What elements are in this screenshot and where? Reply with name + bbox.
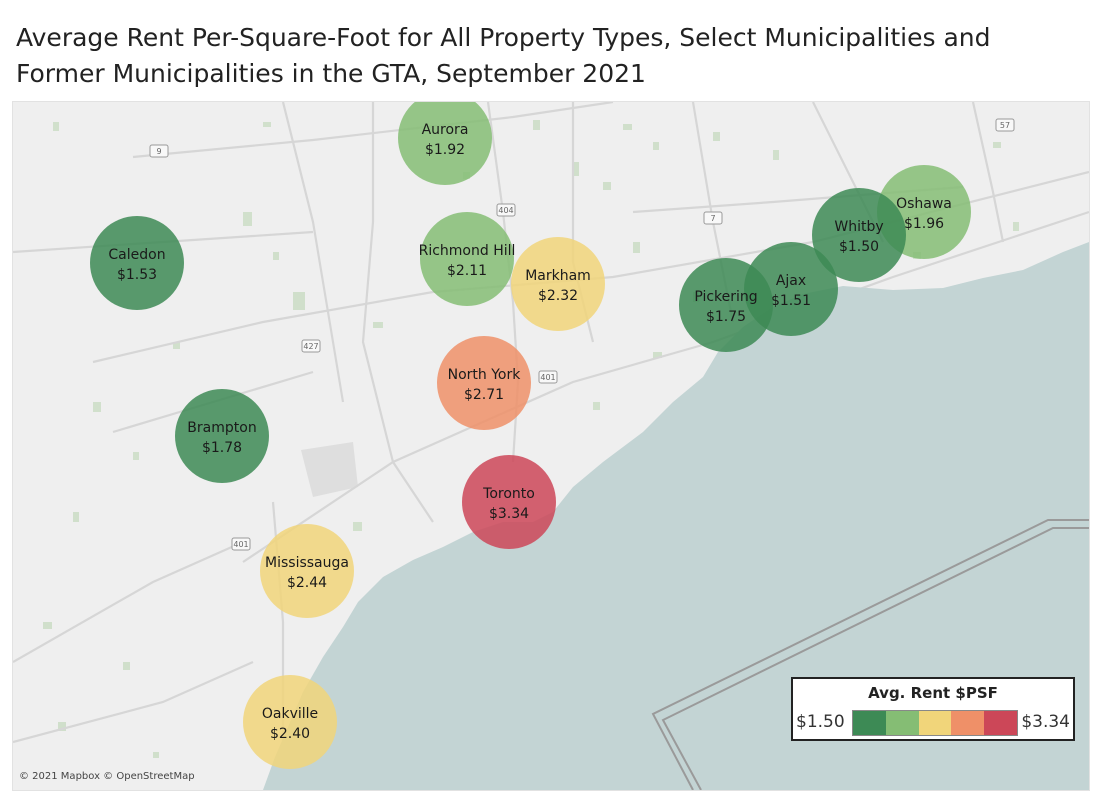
bubble-name-label: Pickering [694,289,757,305]
bubble-name-label: Oakville [262,706,318,722]
bubble-value-label: $2.32 [538,288,578,304]
road-shield-box [301,339,321,353]
legend-swatch-1 [885,711,919,735]
legend-swatch-4 [984,711,1017,735]
bubble-name-label: North York [448,367,522,383]
legend-title: Avg. Rent $PSF [868,684,998,702]
legend-max-label: $3.34 [1021,712,1070,732]
bubble-name-label: Oshawa [896,196,952,212]
park-areas [43,120,1019,758]
road-shield-label: 57 [1000,121,1010,130]
bubble-value-label: $2.11 [447,263,487,279]
road-shield-label: 401 [540,373,555,382]
road-shield-427: 427 [301,339,321,353]
bubble-circle[interactable] [462,455,556,549]
bubble-circle[interactable] [398,102,492,185]
bubble-circle[interactable] [679,258,773,352]
map-title: Average Rent Per-Square-Foot for All Pro… [16,23,991,88]
bubble-toronto[interactable]: Toronto $3.34 [462,455,556,549]
bubble-pickering[interactable]: Pickering $1.75 [679,258,773,352]
road-shield-401: 401 [538,370,558,384]
legend-swatch-3 [951,711,985,735]
bubble-name-label: Aurora [422,122,469,138]
road-shield-label: 7 [710,214,715,223]
road-shield-9: 9 [149,144,169,158]
bubble-name-label: Whitby [834,219,883,235]
bubble-caledon[interactable]: Caledon $1.53 [90,216,184,310]
bubble-value-label: $1.92 [425,142,465,158]
road-shield-label: 404 [498,206,513,215]
legend-swatch-2 [918,711,952,735]
bubble-value-label: $2.40 [270,726,310,742]
bubble-layer[interactable]: Aurora $1.92 Caledon $1.53 Richmond Hill $2.1… [90,102,971,769]
road-shield-57: 57 [995,118,1015,132]
bubble-circle[interactable] [511,237,605,331]
road-shield-box [538,370,558,384]
road-shield-401: 401 [231,537,251,551]
road-shields: 9 404 7 57 427 401 401 [149,118,1015,551]
bubble-circle[interactable] [420,212,514,306]
bubble-circle[interactable] [90,216,184,310]
bubble-oakville[interactable]: Oakville $2.40 [243,675,337,769]
bubble-name-label: Markham [525,268,591,284]
bubble-whitby[interactable]: Whitby $1.50 [812,188,906,282]
road-shield-label: 401 [233,540,248,549]
color-legend: Avg. Rent $PSF $1.50 $3.34 [791,677,1075,741]
border-lines [651,519,1089,790]
airport-area [301,442,358,497]
bubble-name-label: Toronto [482,486,535,502]
map-attribution[interactable]: © 2021 Mapbox © OpenStreetMap [19,771,195,782]
bubble-value-label: $3.34 [489,506,529,522]
bubble-circle[interactable] [437,336,531,430]
road-shield-box [995,118,1015,132]
road-shield-box [231,537,251,551]
lake-ontario [263,242,1089,790]
bubble-value-label: $1.75 [706,309,746,325]
bubble-name-label: Richmond Hill [419,243,516,259]
bubble-value-label: $1.50 [839,239,879,255]
bubble-circle[interactable] [260,524,354,618]
bubble-name-label: Caledon [108,247,165,263]
bubble-name-label: Ajax [776,273,806,289]
bubble-value-label: $1.78 [202,440,242,456]
bubble-value-label: $2.71 [464,387,504,403]
bubble-circle[interactable] [175,389,269,483]
road-shield-7: 7 [703,211,723,225]
map-svg[interactable]: 9 404 7 57 427 401 401 Aurora $1.92 Caledon $1.53… [13,102,1089,790]
road-shield-404: 404 [496,203,516,217]
bubble-value-label: $2.44 [287,575,327,591]
bubble-circle[interactable] [812,188,906,282]
bubble-circle[interactable] [243,675,337,769]
map-canvas[interactable]: 9 404 7 57 427 401 401 Aurora $1.92 Caledon $1.53… [12,101,1090,791]
legend-swatch-0 [853,711,886,735]
bubble-markham[interactable]: Markham $2.32 [511,237,605,331]
bubble-aurora[interactable]: Aurora $1.92 [398,102,492,185]
legend-color-bar [852,710,1018,736]
road-shield-box [149,144,169,158]
road-shield-label: 9 [156,147,161,156]
bubble-value-label: $1.96 [904,216,944,232]
bubble-north-york[interactable]: North York $2.71 [437,336,531,430]
bubble-name-label: Mississauga [265,555,349,571]
bubble-name-label: Brampton [187,420,256,436]
bubble-mississauga[interactable]: Mississauga $2.44 [260,524,354,618]
bubble-value-label: $1.53 [117,267,157,283]
road-shield-box [496,203,516,217]
legend-min-label: $1.50 [796,712,845,732]
bubble-richmond-hill[interactable]: Richmond Hill $2.11 [419,212,516,306]
road-shield-box [703,211,723,225]
bubble-value-label: $1.51 [771,293,811,309]
road-shield-label: 427 [303,342,318,351]
bubble-brampton[interactable]: Brampton $1.78 [175,389,269,483]
